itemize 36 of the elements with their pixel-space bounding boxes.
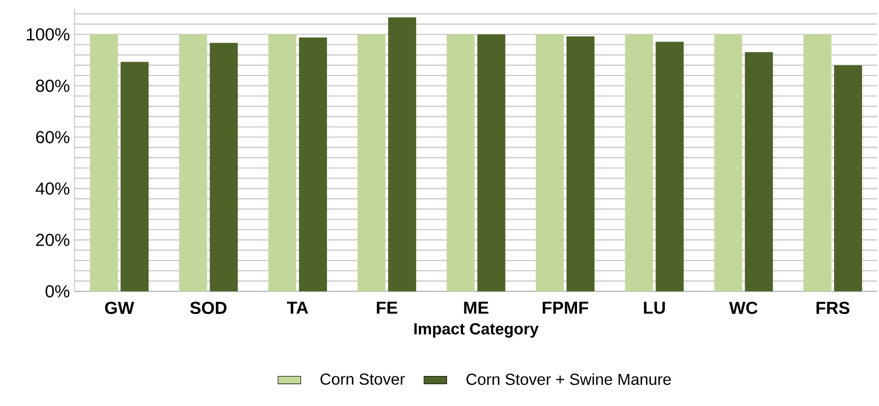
x-axis-title: Impact Category [414,323,539,338]
y-tick-label: 0% [46,285,70,298]
x-tick-label: TA [286,302,308,314]
bar [625,34,654,292]
x-tick-label: FPMF [542,302,588,314]
bar [268,34,296,292]
y-tick-label: 60% [36,131,70,144]
x-tick-label: FE [376,302,398,314]
x-tick-label: GW [105,302,134,314]
bar [357,34,386,292]
x-tick-label: SOD [190,302,227,314]
legend-label: Corn Stover [320,373,405,385]
y-tick-label: 100% [26,28,70,40]
bar [179,34,208,292]
bar [210,42,238,292]
bar [656,42,684,292]
bar [714,34,742,292]
x-tick-label: FRS [816,302,850,314]
bar [90,34,118,292]
bar [477,34,506,292]
bar [298,37,327,292]
x-tick-label: ME [464,302,488,314]
bar [446,34,475,292]
bar [834,65,862,292]
x-tick-label: WC [729,302,758,314]
bar [120,62,149,292]
bar [803,34,832,292]
legend-label: Corn Stover + Swine Manure [466,373,671,385]
y-tick-label: 40% [36,182,70,195]
bar [536,34,564,292]
bar [388,17,416,292]
y-tick-label: 80% [36,80,70,92]
y-tick-label: 20% [36,234,70,246]
x-tick-label: LU [644,302,665,314]
bar [744,52,773,292]
bar [566,36,595,292]
